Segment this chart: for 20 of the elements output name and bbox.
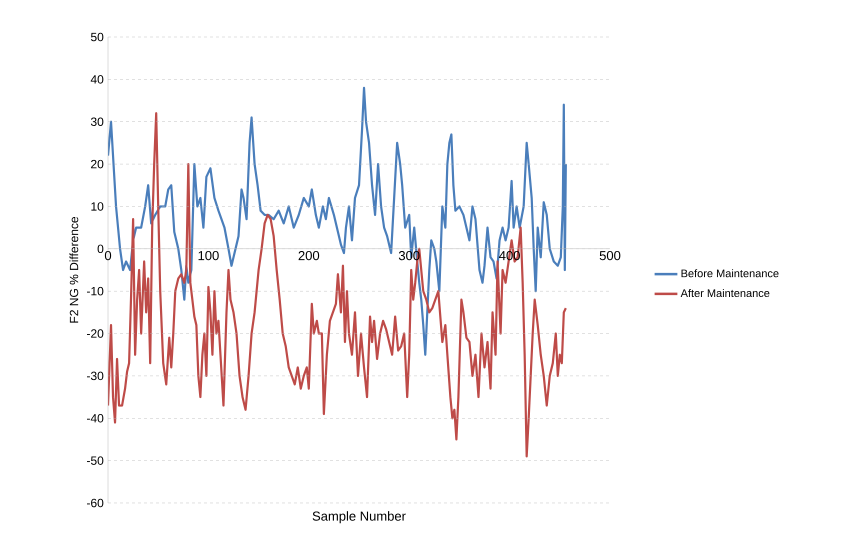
y-tick-label: 20 (91, 160, 104, 168)
legend-label: After Maintenance (680, 288, 770, 298)
y-tick-label: -50 (87, 456, 104, 465)
y-tick-label: -30 (87, 372, 104, 380)
legend-label: Before Maintenance (682, 269, 779, 278)
y-tick-label: -60 (87, 498, 104, 508)
y-tick-label: 30 (90, 117, 104, 126)
y-tick-label: 0 (98, 244, 104, 254)
y-tick-label: 50 (90, 32, 104, 42)
y-tick-label: -20 (87, 329, 104, 338)
y-tick-label: 10 (91, 202, 104, 211)
y-tick-label: -10 (87, 286, 104, 296)
x-tick-label: 500 (600, 251, 620, 260)
x-tick-label: 0 (104, 251, 112, 260)
y-tick-label: 40 (90, 75, 104, 84)
x-axis-title: Sample Number (312, 511, 406, 524)
y-axis-title: F2 NG % Difference (69, 216, 78, 323)
y-tick-label: -40 (87, 414, 104, 422)
x-tick-label: 200 (298, 251, 320, 260)
x-tick-label: 100 (198, 251, 219, 260)
